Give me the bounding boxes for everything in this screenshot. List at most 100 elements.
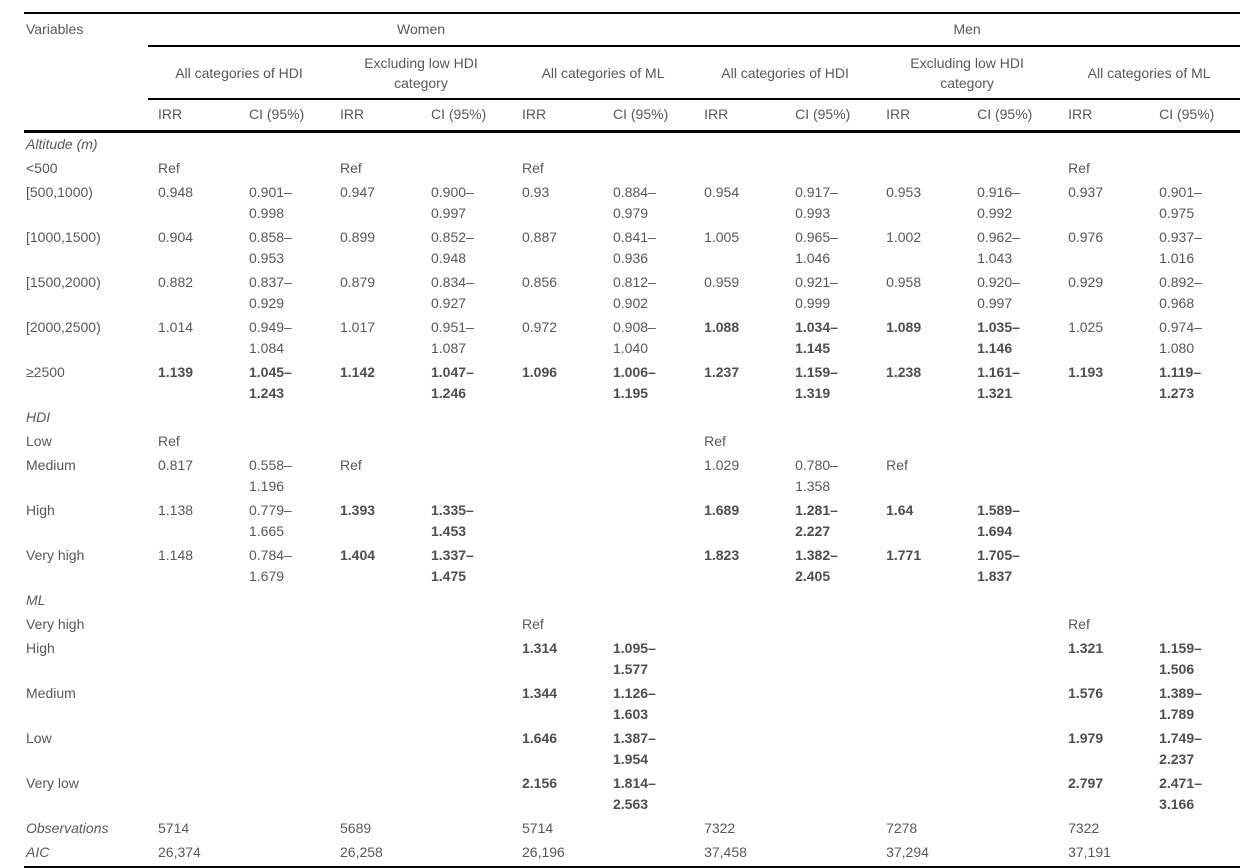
- footer-value-cell: 5714: [522, 820, 554, 836]
- ci-cell: 0.916– 0.992: [977, 184, 1020, 221]
- ci-cell: 1.119– 1.273: [1159, 364, 1202, 401]
- irr-cell: 1.344: [522, 685, 558, 701]
- subgroup-women-all-hdi: All categories of HDI: [148, 46, 330, 100]
- ci-cell: 0.858– 0.953: [249, 229, 292, 266]
- irr-cell: 0.879: [340, 274, 376, 290]
- section-row: Altitude (m): [24, 132, 1240, 158]
- irr-cell: 0.856: [522, 274, 558, 290]
- irr-cell: 1.237: [704, 364, 740, 380]
- ci-cell: 0.852– 0.948: [431, 229, 474, 266]
- row-label: Very high: [26, 616, 85, 632]
- empty-cell: [967, 841, 1059, 868]
- empty-cell: [1149, 817, 1240, 841]
- footer-value-cell: 37,191: [1058, 841, 1150, 868]
- ci-cell: 0.917– 0.993: [795, 184, 838, 221]
- group-header-women: Women: [148, 13, 695, 47]
- table-row: [1000,1500) 0.904 0.858– 0.953 0.899 0.852– 0.…: [24, 226, 1240, 271]
- irr-cell: [1058, 544, 1149, 589]
- ci-cell: 1.387– 1.954: [613, 730, 656, 767]
- footer-value-cell: 37,458: [694, 841, 786, 868]
- irr-cell: Ref: [886, 457, 908, 473]
- ci-cell: 0.892– 0.968: [1159, 274, 1202, 311]
- irr-cell: 1.025: [1068, 319, 1104, 335]
- irr-cell: [876, 727, 967, 772]
- ci-cell: [785, 682, 876, 727]
- empty-cell: [239, 817, 330, 841]
- empty-cell: [603, 817, 694, 841]
- ci-cell: 1.034– 1.145: [795, 319, 838, 356]
- irr-cell: [330, 727, 421, 772]
- irr-cell: [876, 772, 967, 817]
- group-header-men: Men: [694, 13, 1241, 47]
- irr-cell: 1.646: [522, 730, 558, 746]
- ci-cell: [785, 613, 876, 637]
- ci-cell: [603, 157, 694, 181]
- irr-cell: [330, 772, 421, 817]
- irr-cell: 1.393: [340, 502, 376, 518]
- ci-cell: 0.812– 0.902: [613, 274, 656, 311]
- irr-cell: [148, 772, 239, 817]
- ci-cell: [421, 613, 512, 637]
- table-row: Very low 2.156 1.814– 2.563 2.797 2.471– 3.166: [24, 772, 1240, 817]
- ci-cell: [967, 613, 1058, 637]
- table-row: High 1.138 0.779– 1.665 1.393 1.335– 1.453 1.68…: [24, 499, 1240, 544]
- irr-cell: 1.017: [340, 319, 376, 335]
- ci-header: CI (95%): [603, 99, 695, 133]
- irr-cell: 1.404: [340, 547, 376, 563]
- irr-cell: [330, 637, 421, 682]
- table-row: [1500,2000) 0.882 0.837– 0.929 0.879 0.834– 0.…: [24, 271, 1240, 316]
- ci-cell: 0.974– 1.080: [1159, 319, 1202, 356]
- ci-cell: 0.837– 0.929: [249, 274, 292, 311]
- row-label: Very low: [26, 775, 79, 791]
- empty-cell: [148, 589, 1240, 613]
- subgroup-header-row: All categories of HDI Excluding low HDI …: [24, 46, 1241, 100]
- ci-cell: [603, 544, 694, 589]
- irr-cell: 1.142: [340, 364, 376, 380]
- footer-row: Observations 5714 5689 5714 7322 7278 7322: [24, 817, 1240, 841]
- ci-cell: [785, 430, 876, 454]
- irr-header: IRR: [512, 99, 603, 133]
- irr-cell: 1.689: [704, 502, 740, 518]
- row-label: High: [26, 640, 55, 656]
- ci-cell: [239, 637, 330, 682]
- irr-cell: [1058, 454, 1149, 499]
- ci-header: CI (95%): [967, 99, 1059, 133]
- footer-value-cell: 26,196: [512, 841, 603, 868]
- table-row: High 1.314 1.095– 1.577 1.321 1.159– 1.506: [24, 637, 1240, 682]
- irr-cell: 1.005: [704, 229, 740, 245]
- irr-cell: 0.972: [522, 319, 558, 335]
- table-row: Very high 1.148 0.784– 1.679 1.404 1.337– 1.47…: [24, 544, 1240, 589]
- ci-cell: 0.834– 0.927: [431, 274, 474, 311]
- irr-header: IRR: [330, 99, 421, 133]
- irr-cell: [694, 613, 785, 637]
- table-row: Very high Ref Ref: [24, 613, 1240, 637]
- ci-cell: 0.951– 1.087: [431, 319, 474, 356]
- irr-cell: [148, 613, 239, 637]
- ci-cell: 1.389– 1.789: [1159, 685, 1202, 722]
- ci-cell: [967, 430, 1058, 454]
- table-row: ≥2500 1.139 1.045– 1.243 1.142 1.047– 1.246 1.0…: [24, 361, 1240, 406]
- ci-cell: 1.159– 1.506: [1159, 640, 1202, 677]
- section-label: HDI: [26, 409, 51, 425]
- section-row: HDI: [24, 406, 1240, 430]
- section-label: ML: [26, 592, 46, 608]
- footer-value-cell: 7322: [704, 820, 736, 836]
- irr-cell: 0.958: [886, 274, 922, 290]
- ci-cell: [239, 613, 330, 637]
- ci-cell: [421, 772, 512, 817]
- ci-cell: [603, 430, 694, 454]
- irr-cell: Ref: [158, 160, 180, 176]
- ci-cell: [421, 637, 512, 682]
- ci-header: CI (95%): [239, 99, 330, 133]
- ci-cell: 0.784– 1.679: [249, 547, 292, 584]
- row-label: <500: [26, 160, 58, 176]
- ci-cell: [239, 157, 330, 181]
- footer-value-cell: 37,294: [876, 841, 968, 868]
- row-label: Very high: [26, 547, 85, 563]
- irr-cell: 1.148: [158, 547, 194, 563]
- empty-cell: [785, 817, 876, 841]
- irr-cell: 2.797: [1068, 775, 1104, 791]
- footer-value-cell: 26,374: [148, 841, 239, 868]
- irr-cell: 0.937: [1068, 184, 1104, 200]
- ci-cell: [785, 727, 876, 772]
